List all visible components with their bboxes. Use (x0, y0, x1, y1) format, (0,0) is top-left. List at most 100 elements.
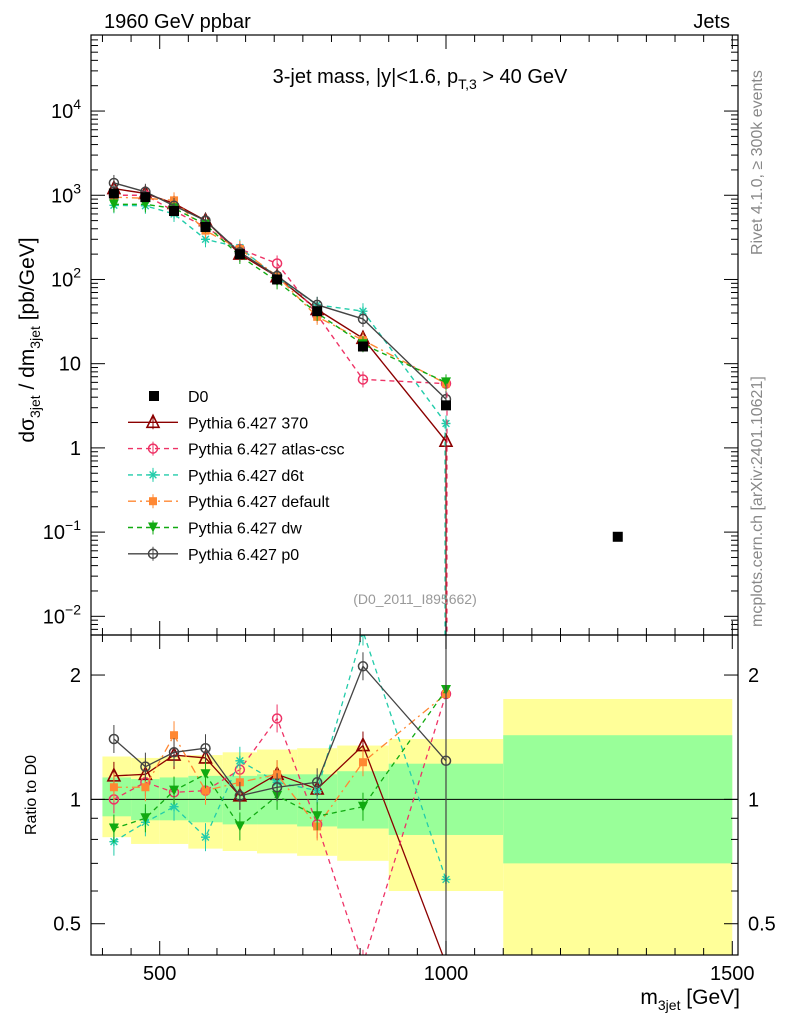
ratio-point-atlas-5 (271, 713, 283, 724)
series-dw (108, 196, 451, 391)
ratio-ytick-label-r-2: 2 (748, 665, 759, 687)
point-dw-0 (108, 199, 119, 210)
ratio-point-p0-5 (271, 781, 283, 793)
ratio-point-p0-6 (311, 777, 323, 788)
line-p370 (113, 187, 447, 442)
series-d6t (109, 197, 451, 432)
legend-entry-2: Pythia 6.427 atlas-csc (128, 441, 345, 459)
point-d6t-8 (441, 418, 451, 428)
legend-marker-1 (145, 413, 161, 429)
ratio-point-dw-6 (312, 811, 323, 822)
ratio-line-default (113, 693, 447, 828)
main-ytick-label-3: 10 (59, 354, 81, 376)
ratio-line-d6t (113, 635, 447, 880)
ratio-point-d6t-3 (201, 832, 211, 842)
point-data-8 (440, 400, 451, 411)
main-title: 3-jet mass, |y|<1.6, pT,3 > 40 GeV (273, 66, 568, 92)
ratio-frame (90, 634, 739, 956)
legend: D0 Pythia 6.427 370 Pythia 6.427 atlas-csc… (128, 389, 345, 564)
ratio-series-p0 (108, 652, 452, 810)
ratio-point-d6t-7-stroke-d2 (359, 635, 361, 636)
xtick-label-2: 1500 (710, 963, 755, 985)
main-ytick-label-6-exp: 4 (73, 96, 81, 112)
ratio-point-p0-1 (140, 761, 151, 772)
point-data-1 (140, 192, 151, 203)
main-ytick-label-4: 102 (51, 264, 81, 291)
ratio-line-dw (113, 689, 447, 830)
main-ytick-label-1-base: 10 (43, 522, 65, 544)
ratio-ytick-label-0: 0.5 (53, 914, 81, 936)
point-atlas-7 (357, 374, 369, 385)
x-axis-label: m3jet [GeV] (640, 986, 740, 1013)
ratio-ytick-label-1: 1 (70, 789, 81, 811)
ratio-point-dw-1 (140, 813, 151, 824)
point-p0-7 (357, 313, 369, 325)
ratio-point-dw-4 (234, 821, 245, 832)
ratio-point-default-2 (170, 731, 179, 740)
ratio-point-dw-3 (200, 769, 211, 780)
main-ytick-label-1-exp: −1 (65, 517, 81, 533)
legend-marker-0 (149, 391, 159, 401)
ratio-point-p0-4 (234, 790, 246, 802)
legend-entry-6: Pythia 6.427 p0 (128, 546, 299, 564)
ratio-point-d6t-4 (235, 756, 245, 766)
ratio-point-atlas-7 (358, 959, 367, 968)
main-ytick-label-0: 10−2 (43, 601, 81, 628)
main-ytick-label-6: 104 (51, 96, 81, 123)
point-data-7 (357, 341, 368, 352)
main-ytick-label-4-exp: 2 (73, 264, 81, 280)
main-ytick-label-6-base: 10 (51, 101, 73, 123)
ratio-ytick-label-2: 2 (70, 665, 81, 687)
main-ytick-label-4-base: 10 (51, 269, 73, 291)
ratio-point-d6t-4-stroke-d2 (235, 756, 244, 765)
xtick-label-0: 500 (143, 963, 176, 985)
legend-entry-5: Pythia 6.427 dw (128, 520, 302, 538)
point-d6t-3-stroke-d2 (201, 235, 210, 244)
header-right: Jets (693, 11, 730, 33)
legend-marker-4 (149, 497, 157, 506)
legend-marker-2 (147, 443, 159, 454)
main-plot-area (106, 174, 623, 635)
point-data-2 (169, 206, 180, 217)
line-p0 (113, 182, 447, 400)
ratio-point-d6t-3-stroke-d2 (201, 833, 210, 842)
line-default (113, 196, 447, 385)
ratio-point-dw-2 (169, 785, 180, 796)
series-p370 (106, 179, 454, 450)
ratio-point-default-0 (109, 783, 118, 792)
point-dw-8 (440, 377, 451, 388)
main-ytick-label-0-exp: −2 (65, 601, 81, 617)
header-left: 1960 GeV ppbar (104, 11, 251, 33)
ratio-point-p0-7 (357, 661, 369, 672)
ratio-ytick-label-r-0: 0.5 (748, 914, 776, 936)
ratio-point-default-7 (358, 758, 367, 767)
ratio-point-dw-0 (108, 823, 119, 834)
point-data-3 (200, 221, 211, 232)
point-data-6 (312, 306, 323, 317)
ratio-point-p0-3 (200, 742, 211, 754)
main-frame (90, 34, 739, 636)
legend-label-2: Pythia 6.427 atlas-csc (188, 442, 345, 459)
point-p0-0 (108, 177, 120, 189)
ratio-y-axis-label: Ratio to D0 (23, 755, 40, 835)
legend-marker-3 (148, 470, 158, 480)
legend-label-3: Pythia 6.427 d6t (188, 468, 304, 485)
legend-entry-4: Pythia 6.427 default (128, 494, 330, 511)
ratio-plot-area (106, 635, 452, 968)
point-data-5 (272, 274, 283, 285)
ratio-point-default-1 (141, 783, 150, 792)
main-ytick-label-5: 103 (51, 180, 81, 207)
mcplots-label: mcplots.cern.ch [arXiv:2401.10621] (749, 376, 766, 627)
main-ytick-label-1: 10−1 (43, 517, 81, 544)
line-d6t (113, 204, 447, 424)
main-ytick-label-0-base: 10 (43, 606, 65, 628)
main-ytick-label-2: 1 (70, 438, 81, 460)
ratio-point-default-3 (201, 786, 210, 795)
legend-marker-5 (148, 522, 158, 533)
main-ytick-label-5-exp: 3 (73, 180, 81, 196)
point-data-0 (108, 188, 119, 199)
analysis-watermark: (D0_2011_I895662) (353, 591, 477, 607)
legend-marker-6 (147, 548, 159, 560)
